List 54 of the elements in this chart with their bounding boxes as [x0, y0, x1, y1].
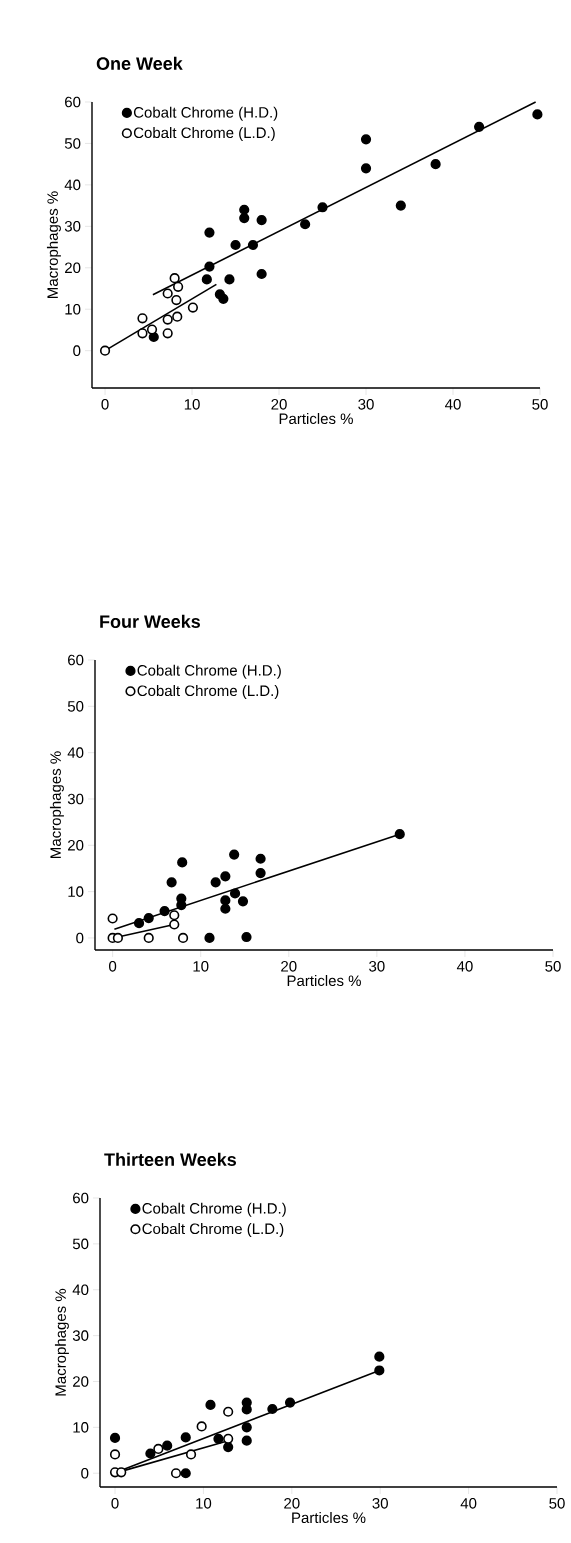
- y-tick-label: 20: [65, 262, 81, 274]
- y-tick-label: 60: [65, 96, 81, 108]
- legend-label: Cobalt Chrome (L.D.): [142, 1223, 284, 1238]
- x-tick-label: 50: [532, 399, 548, 410]
- x-tick-label: 20: [281, 961, 297, 972]
- chart-title: Four Weeks: [100, 614, 200, 628]
- x-tick-label: 0: [101, 399, 109, 410]
- x-tick-label: 30: [369, 961, 385, 972]
- y-tick-label: 30: [64, 221, 81, 232]
- y-tick-label: 50: [72, 1238, 89, 1250]
- y-tick-label: 10: [65, 303, 81, 315]
- y-tick-label: 0: [73, 345, 81, 356]
- x-tick-label: 30: [372, 1498, 388, 1509]
- y-axis-title: Macrophages %: [49, 751, 64, 858]
- x-tick-label: 10: [184, 399, 200, 410]
- y-tick-label: 40: [64, 179, 81, 191]
- x-tick-label: 50: [545, 961, 561, 972]
- legend-label: Cobalt Chrome (H.D.): [137, 664, 281, 679]
- y-tick-label: 30: [67, 793, 84, 805]
- chart-title: Thirteen Weeks: [104, 1152, 237, 1166]
- y-axis-title: Macrophages %: [54, 1288, 69, 1396]
- x-axis-title: Particles %: [292, 1512, 366, 1524]
- legend-label: Cobalt Chrome (H.D.): [142, 1202, 286, 1217]
- x-axis-title: Particles %: [287, 975, 361, 987]
- y-tick-label: 50: [67, 701, 84, 712]
- x-tick-label: 10: [196, 1498, 212, 1509]
- x-tick-label: 0: [111, 1498, 119, 1509]
- y-tick-label: 0: [76, 932, 84, 944]
- legend-label: Cobalt Chrome (L.D.): [133, 127, 275, 142]
- x-tick-label: 30: [358, 399, 374, 410]
- x-tick-label: 20: [271, 399, 287, 410]
- legend-label: Cobalt Chrome (H.D.): [133, 106, 278, 121]
- y-tick-label: 20: [68, 839, 84, 851]
- y-axis-title: Macrophages %: [46, 191, 61, 298]
- x-tick-label: 20: [284, 1498, 300, 1509]
- x-axis-title: Particles %: [279, 413, 353, 425]
- y-tick-label: 50: [64, 138, 81, 149]
- x-tick-label: 10: [193, 961, 209, 972]
- x-tick-label: 50: [549, 1498, 565, 1509]
- y-tick-label: 40: [67, 747, 84, 758]
- chart-title: One Week: [96, 56, 183, 70]
- y-tick-label: 40: [72, 1284, 89, 1296]
- y-tick-label: 30: [72, 1330, 89, 1341]
- x-tick-label: 40: [460, 1498, 477, 1509]
- x-tick-label: 40: [456, 961, 473, 972]
- y-tick-label: 20: [73, 1376, 89, 1387]
- legend-label: Cobalt Chrome (L.D.): [137, 685, 279, 700]
- y-tick-label: 10: [68, 886, 84, 897]
- y-tick-label: 60: [73, 1192, 89, 1204]
- y-tick-label: 0: [81, 1467, 89, 1479]
- y-tick-label: 10: [73, 1422, 89, 1433]
- y-tick-label: 60: [68, 654, 84, 666]
- x-tick-label: 40: [445, 399, 461, 410]
- x-tick-label: 0: [109, 961, 117, 972]
